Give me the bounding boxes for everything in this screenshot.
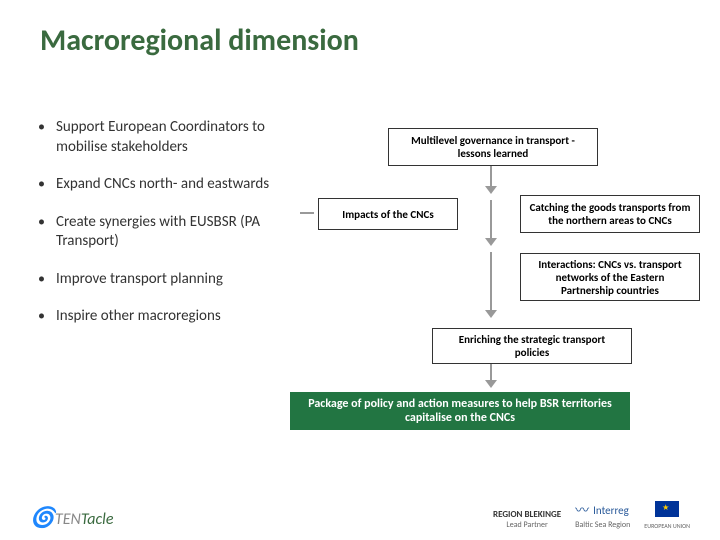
region-blekinge: REGION BLEKINGE [493, 509, 561, 520]
bullet-item: • Create synergies with EUSBSR (PA Trans… [38, 213, 298, 252]
arrow-line [490, 200, 492, 240]
arrow-line [490, 252, 492, 312]
box-interactions: Interactions: CNCs vs. transport network… [520, 253, 700, 301]
box-package: Package of policy and action measures to… [290, 392, 630, 430]
eu-label: EUROPEAN UNION [644, 522, 690, 530]
box-catching-goods: Catching the goods transports from the n… [520, 195, 700, 233]
bullet-item: • Expand CNCs north- and eastwards [38, 175, 298, 195]
eu-flag-icon: ★ [655, 501, 679, 517]
bullet-text: Expand CNCs north- and eastwards [56, 175, 298, 195]
bullet-item: • Inspire other macroregions [38, 307, 298, 327]
bullet-text: Inspire other macroregions [56, 307, 298, 327]
arrow-head [485, 310, 497, 318]
slide-title: Macroregional dimension [40, 22, 359, 59]
interreg-sub: Baltic Sea Region [575, 520, 630, 530]
bullet-item: • Support European Coordinators to mobil… [38, 118, 298, 157]
bullet-marker: • [38, 307, 56, 327]
bullet-marker: • [38, 213, 56, 252]
eu-flag-block: ★ EUROPEAN UNION [644, 501, 690, 530]
arrow-head [485, 380, 497, 388]
box-impacts: Impacts of the CNCs [318, 198, 458, 230]
box-policies: Enriching the strategic transport polici… [432, 328, 632, 364]
bullet-text: Create synergies with EUSBSR (PA Transpo… [56, 213, 298, 252]
bullet-marker: • [38, 118, 56, 157]
bullet-marker: • [38, 270, 56, 290]
interreg-block: 〰 Interreg Baltic Sea Region [575, 500, 630, 530]
footer: 🌀TENTacle REGION BLEKINGE Lead Partner 〰… [30, 500, 690, 530]
bullet-text: Support European Coordinators to mobilis… [56, 118, 298, 157]
arrow-line [300, 212, 314, 214]
interreg-label: Interreg [593, 504, 629, 517]
box-multilevel-governance: Multilevel governance in transport - les… [388, 128, 598, 166]
bullet-item: • Improve transport planning [38, 270, 298, 290]
lead-partner-block: REGION BLEKINGE Lead Partner [493, 509, 561, 530]
arrow-head [485, 238, 497, 246]
tentacle-logo: 🌀TENTacle [30, 505, 113, 530]
arrow-line [490, 166, 492, 188]
footer-right: REGION BLEKINGE Lead Partner 〰 Interreg … [493, 500, 690, 530]
arrow-head [485, 186, 497, 194]
bullet-text: Improve transport planning [56, 270, 298, 290]
bullet-list: • Support European Coordinators to mobil… [38, 118, 298, 345]
bullet-marker: • [38, 175, 56, 195]
lead-partner-label: Lead Partner [493, 520, 561, 530]
